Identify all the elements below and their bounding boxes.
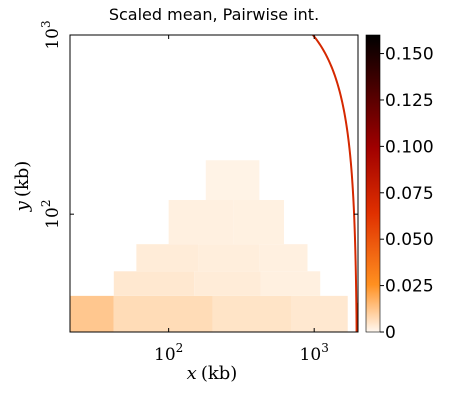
heatmap-cell [194,271,261,296]
colorbar-tick-label: 0.100 [385,137,434,157]
boundary-curve-layer [312,35,358,332]
colorbar-tick-label: 0.150 [385,45,434,65]
heatmap-cell [212,295,292,332]
y-tick-label: 103 [39,20,63,49]
heatmap-cell [70,295,114,332]
heatmap-cell [113,271,195,296]
x-tick-label: 103 [300,341,329,365]
x-axis-label-unit: (kb) [201,363,237,384]
colorbar: 0 0.025 0.050 0.075 0.100 0.125 0.150 [365,34,434,343]
heatmap-cell [113,295,213,332]
boundary-curve [312,35,358,332]
colorbar-frame [365,34,381,333]
heatmap-cell [136,244,199,272]
y-axis-label-var: y [12,200,33,212]
colorbar-tick-label: 0.025 [385,277,434,297]
x-axis-ticks: 102 103 [154,35,329,365]
heatmap-cell [260,271,321,296]
heatmap-cell [233,199,284,245]
y-tick-label: 102 [39,200,63,229]
heatmap-cell [259,244,308,272]
colorbar-tick-label: 0.050 [385,230,434,250]
x-axis-label-var: x [187,363,197,384]
colorbar-tick-label: 0.125 [385,91,434,111]
y-axis-ticks: 102 103 [39,20,358,229]
heatmap-cells [70,160,358,332]
y-axis-label-unit: (kb) [12,161,33,197]
heatmap-cell [198,244,260,272]
y-axis-label: y (kb) [12,161,33,213]
colorbar-tick-label: 0 [385,323,396,343]
heatmap-cell [168,199,234,245]
heatmap-cell [291,295,348,332]
x-axis-label: x (kb) [187,363,238,384]
colorbar-tick-label: 0.075 [385,184,434,204]
plot-frame [69,34,359,333]
plot-area: 102 103 102 103 [39,20,359,365]
x-tick-label: 102 [154,341,183,365]
colorbar-gradient [366,35,380,332]
heatmap-cell [205,160,260,200]
colorbar-ticks: 0 0.025 0.050 0.075 0.100 0.125 0.150 [380,45,434,343]
chart-title: Scaled mean, Pairwise int. [109,5,319,24]
